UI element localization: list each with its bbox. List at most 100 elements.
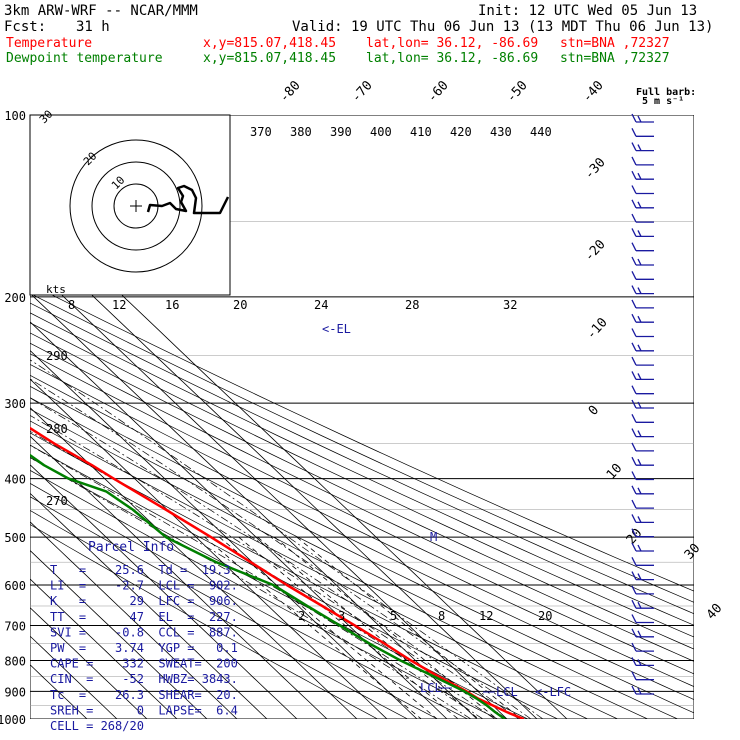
hodograph-kts-label: kts <box>46 283 66 296</box>
dry-adiabat-line <box>30 469 498 719</box>
dry-adiabat-line <box>30 342 694 662</box>
wind-barb-flag <box>631 557 637 566</box>
dry-adiabat-line <box>30 482 468 719</box>
wind-barb-half <box>637 659 642 666</box>
wind-barb-flag <box>631 299 637 309</box>
theta-tick-label: 390 <box>330 125 352 139</box>
parcel-info-row: T = 25.6 Td = 19.3 <box>50 563 231 577</box>
mixing-ratio-line <box>296 536 522 719</box>
model-title: 3km ARW-WRF -- NCAR/MMM <box>4 3 198 19</box>
wind-barb-flag <box>631 642 637 652</box>
mixing-ratio-line <box>257 536 479 719</box>
wind-barb-half <box>637 115 642 123</box>
pressure-tick-label: 900 <box>4 685 26 699</box>
dewpoint-profile <box>30 453 506 719</box>
isotherm-line <box>30 435 328 719</box>
dry-adiabat-line <box>30 353 694 675</box>
mixing-ratio-tick-label: 24 <box>314 298 328 312</box>
isotherm-tick-label: -60 <box>425 78 452 105</box>
wind-barb-flag <box>631 585 637 595</box>
barb-legend-line1: Full barb: <box>636 87 696 98</box>
wind-barb-flag <box>631 542 637 552</box>
isotherm-line <box>30 264 508 719</box>
theta-tick-label: 410 <box>410 125 432 139</box>
wind-barb-half <box>637 373 642 380</box>
wind-barb-half <box>637 687 642 695</box>
isotherm-line <box>30 521 238 719</box>
parcel-info-row: SREH = 0 LAPSE= 6.4 <box>50 703 238 717</box>
wind-barb-half <box>637 144 642 151</box>
theta-tick-label: 400 <box>370 125 392 139</box>
parcel-info-row: Tc = 26.3 SHEAR= 20. <box>50 688 238 702</box>
hodograph-ring <box>69 139 203 273</box>
pressure-tick-label: 700 <box>4 619 26 633</box>
dry-adiabat-line <box>30 524 378 719</box>
wind-barb-flag <box>631 428 637 437</box>
wind-barb-flag <box>631 471 637 480</box>
wind-barb-flag <box>631 414 637 423</box>
dew-legend-xy: x,y=815.07,418.45 <box>203 51 337 66</box>
wind-barb-flag <box>631 599 637 609</box>
wind-barb-flag <box>631 285 637 294</box>
dry-adiabat-line <box>30 283 694 592</box>
wind-barb-flag <box>631 113 637 123</box>
isotherm-tick-label: 40 <box>704 601 726 623</box>
wind-barb-flag <box>631 228 637 237</box>
hodograph-ring <box>91 161 181 251</box>
wind-barb-flag <box>631 628 637 638</box>
moist-adiabat-line <box>30 397 520 719</box>
pressure-tick-label: 400 <box>4 473 26 487</box>
wind-barb-flag <box>631 442 637 452</box>
dry-adiabat-line <box>30 385 694 714</box>
wind-barb-half <box>637 315 642 323</box>
dry-adiabat-line <box>30 496 438 719</box>
parcel-info-row: CAPE = 332 SWEAT= 200 <box>50 657 238 671</box>
wind-barb-half <box>637 544 642 552</box>
isotherm-tick-label: -40 <box>580 78 607 105</box>
wind-barb-flag <box>631 170 637 180</box>
isotherm-tick-label: 0 <box>586 403 602 419</box>
wind-barb-flag <box>631 499 637 509</box>
temp-legend-label: Temperature <box>6 36 93 51</box>
wind-barb-half <box>637 601 642 609</box>
wind-barb-flag <box>631 485 637 495</box>
temp-legend-stn: stn=BNA ,72327 <box>560 36 670 51</box>
wind-barb-flag <box>631 328 637 337</box>
theta-low-label: 280 <box>46 422 68 436</box>
wind-barb-flag <box>631 685 637 695</box>
dry-adiabat-line <box>30 444 558 719</box>
mixing-ratio-line <box>274 536 498 719</box>
theta-tick-label: 420 <box>450 125 472 139</box>
dry-adiabat-line <box>30 322 694 638</box>
isotherm-line <box>30 607 148 719</box>
wind-barb-half <box>637 172 642 180</box>
dry-adiabat-line <box>30 332 694 650</box>
m-marker: M <box>430 530 437 544</box>
init-time: Init: 12 UTC Wed 05 Jun 13 <box>478 3 698 19</box>
dry-adiabat-line <box>30 302 694 615</box>
temp-legend-latlon: lat,lon= 36.12, -86.69 <box>366 36 539 51</box>
parcel-info-row: LI = -2.7 LCL = 902. <box>50 579 238 593</box>
mixing-ratio-line <box>204 536 422 719</box>
parcel-info-row: PW = 3.74 YGP = 0.1 <box>50 641 238 655</box>
isotherm-line <box>30 664 88 719</box>
parcel-info-row: K = 29 LFC = 906. <box>50 594 238 608</box>
mixing-ratio-low-label: 20 <box>538 609 552 623</box>
lcl-small-annotation: LCL <box>420 681 442 695</box>
wind-barb-half <box>637 287 642 294</box>
parcel-info-row: CELL = 268/20 <box>50 719 144 733</box>
mixing-ratio-tick-label: 8 <box>68 298 75 312</box>
moist-adiabat-line <box>30 457 472 719</box>
moist-adiabat-line <box>30 378 532 719</box>
isotherm-line <box>30 549 208 719</box>
wind-barb-flag <box>631 342 637 352</box>
hodograph-trace <box>146 184 230 215</box>
mixing-ratio-tick-label: 20 <box>233 298 247 312</box>
wind-barb-half <box>637 573 642 580</box>
mixing-ratio-low-label: 8 <box>438 609 445 623</box>
wind-barb-flag <box>631 156 637 166</box>
wind-barb-flag <box>631 671 637 680</box>
wind-barb-flag <box>631 271 637 280</box>
wind-barb-flag <box>631 313 637 323</box>
theta-low-label: 270 <box>46 494 68 508</box>
